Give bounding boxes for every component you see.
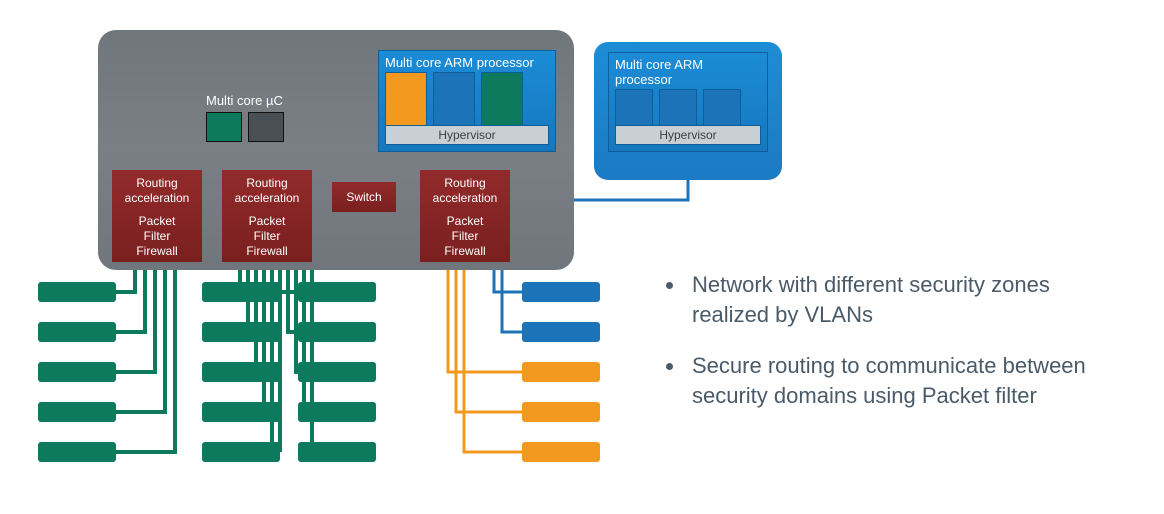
processor-core: [433, 72, 475, 128]
arm-left-title: Multi core ARM processor: [379, 51, 555, 72]
processor-core: [481, 72, 523, 128]
endpoint-pill: [202, 362, 280, 382]
arm-right-title: Multi core ARM processor: [609, 53, 767, 89]
microcontroller-title: Multi core µC: [206, 93, 300, 108]
bullet-item: Secure routing to communicate between se…: [686, 351, 1120, 410]
endpoint-pill: [298, 362, 376, 382]
endpoint-pill: [202, 442, 280, 462]
router-top-label: Routingacceleration: [114, 174, 200, 214]
router-bottom-label: PacketFilterFirewall: [422, 214, 508, 259]
processor-core: [385, 72, 427, 128]
microcontroller-block: Multi core µC: [206, 93, 300, 147]
hypervisor-label-left: Hypervisor: [385, 125, 549, 145]
router-bottom-label: PacketFilterFirewall: [224, 214, 310, 259]
endpoint-pill: [522, 362, 600, 382]
arm-processor-left: Multi core ARM processor Hypervisor: [378, 50, 556, 152]
uc-core: [248, 112, 284, 142]
router-bottom-label: PacketFilterFirewall: [114, 214, 200, 259]
endpoint-pill: [38, 322, 116, 342]
endpoint-pill: [522, 442, 600, 462]
endpoint-pill: [298, 322, 376, 342]
endpoint-pill: [202, 282, 280, 302]
endpoint-pill: [38, 402, 116, 422]
description-bullets: Network with different security zones re…: [660, 270, 1120, 433]
endpoint-pill: [522, 282, 600, 302]
switch-box: Switch: [332, 182, 396, 212]
endpoint-pill: [298, 402, 376, 422]
router-box-1: RoutingaccelerationPacketFilterFirewall: [112, 170, 202, 262]
router-top-label: Routingacceleration: [422, 174, 508, 214]
router-top-label: Routingacceleration: [224, 174, 310, 214]
router-box-3: RoutingaccelerationPacketFilterFirewall: [420, 170, 510, 262]
endpoint-pill: [522, 322, 600, 342]
router-box-2: RoutingaccelerationPacketFilterFirewall: [222, 170, 312, 262]
hypervisor-label-right: Hypervisor: [615, 125, 761, 145]
endpoint-pill: [522, 402, 600, 422]
endpoint-pill: [38, 442, 116, 462]
endpoint-pill: [298, 442, 376, 462]
diagram-canvas: Multi core µC Multi core ARM processor H…: [0, 0, 1164, 514]
endpoint-pill: [202, 402, 280, 422]
endpoint-pill: [38, 362, 116, 382]
bullet-item: Network with different security zones re…: [686, 270, 1120, 329]
arm-processor-right: Multi core ARM processor Hypervisor: [608, 52, 768, 152]
uc-core: [206, 112, 242, 142]
endpoint-pill: [202, 322, 280, 342]
endpoint-pill: [298, 282, 376, 302]
endpoint-pill: [38, 282, 116, 302]
